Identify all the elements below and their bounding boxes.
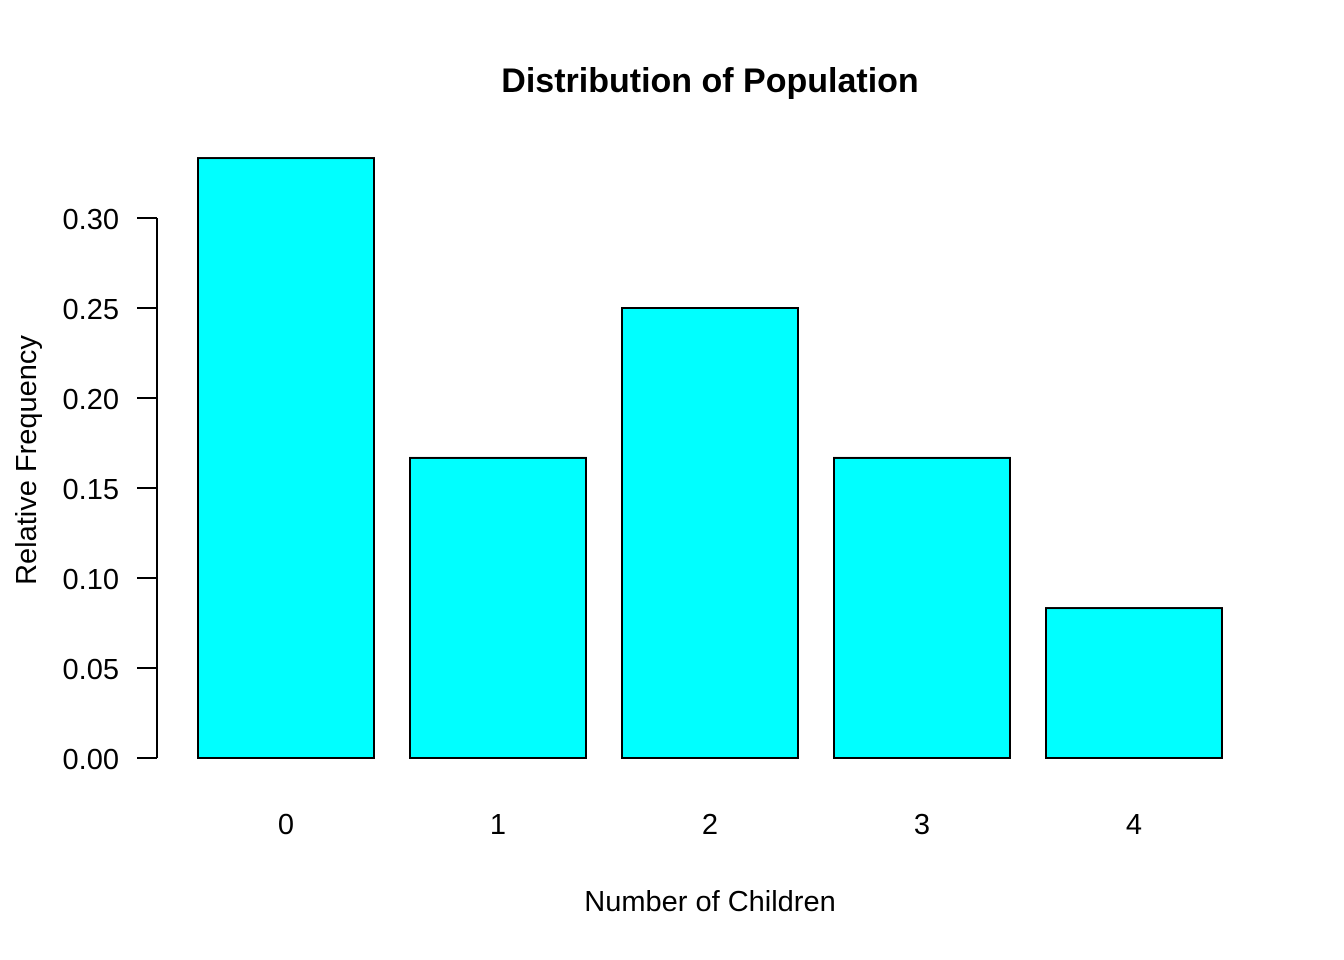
bar-3 [833,456,1011,759]
y-tick-label: 0.15 [63,474,119,506]
y-tick-label: 0.05 [63,654,119,686]
y-tick-label: 0.20 [63,384,119,416]
bar-2 [621,307,799,759]
y-tick-label: 0.00 [63,744,119,776]
x-tick-label: 0 [278,809,294,841]
x-tick-label: 3 [914,809,930,841]
y-axis-label: Relative Frequency [11,335,43,585]
y-tick-label: 0.25 [63,294,119,326]
bars-group [197,157,1223,759]
bar-4 [1045,607,1223,759]
y-tick-label: 0.10 [63,564,119,596]
bar-1 [409,456,587,759]
y-tick-label: 0.30 [63,204,119,236]
x-tick-label: 4 [1126,809,1142,841]
y-axis-ticks: 0.00 0.05 0.10 0.15 0.20 0.25 0.30 [63,204,157,776]
bar-0 [197,157,375,759]
x-axis-tick-labels: 0 1 2 3 4 [278,809,1142,841]
x-tick-label: 1 [490,809,506,841]
chart-title: Distribution of Population [501,62,918,100]
x-tick-label: 2 [702,809,718,841]
x-axis-label: Number of Children [584,886,835,918]
